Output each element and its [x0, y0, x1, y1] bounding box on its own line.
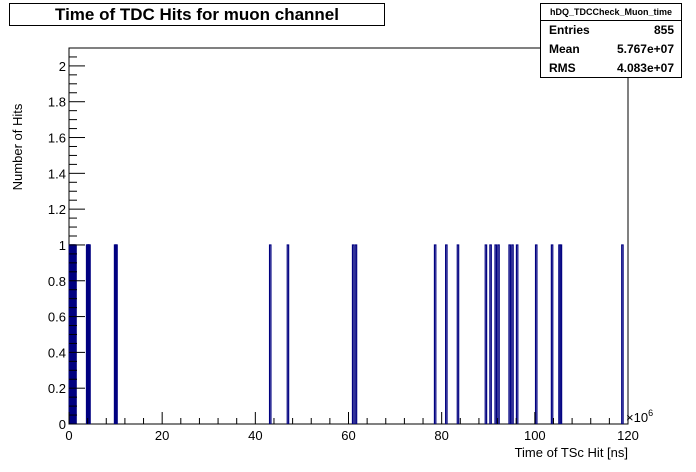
- y-tick-label: 0.2: [48, 381, 66, 396]
- histogram-bar: [433, 244, 437, 424]
- histogram-bar: [511, 244, 514, 424]
- histogram-bar: [88, 244, 91, 424]
- stats-value: 5.767e+07: [616, 42, 674, 56]
- stats-value: 855: [653, 23, 674, 37]
- histogram-bar: [351, 244, 355, 424]
- stats-box: hDQ_TDCCheck_Muon_time Entries 855 Mean …: [540, 3, 682, 78]
- x-tick-label: 40: [248, 428, 262, 443]
- stats-histogram-name: hDQ_TDCCheck_Muon_time: [541, 4, 681, 21]
- y-tick-label: 0.6: [48, 310, 66, 325]
- stats-row-entries: Entries 855: [541, 21, 681, 40]
- x-axis-label: Time of TSc Hit [ns]: [515, 445, 628, 460]
- y-tick-label: 0: [59, 417, 66, 432]
- x-tick-label: 60: [341, 428, 355, 443]
- histogram-bar: [286, 244, 290, 424]
- y-tick-label: 1.4: [48, 166, 66, 181]
- histogram-bar: [494, 244, 498, 424]
- histogram-bar: [456, 244, 460, 424]
- histogram-bar: [268, 244, 272, 424]
- histogram-bar: [559, 244, 563, 424]
- y-tick-label: 0.4: [48, 345, 66, 360]
- stats-label: Entries: [549, 23, 590, 37]
- stats-label: Mean: [549, 42, 580, 56]
- stats-label: RMS: [549, 61, 576, 75]
- x-tick-label: 20: [155, 428, 169, 443]
- y-axis-label: Number of Hits: [10, 103, 25, 190]
- x-tick-label: 100: [524, 428, 546, 443]
- histogram-bar: [515, 244, 519, 424]
- y-tick-label: 2: [59, 59, 66, 74]
- y-tick-label: 1.2: [48, 202, 66, 217]
- stats-row-mean: Mean 5.767e+07: [541, 40, 681, 59]
- histogram-bar: [621, 244, 624, 424]
- histogram-bar: [534, 244, 538, 424]
- histogram-bar: [508, 244, 511, 424]
- histogram-bar: [550, 244, 554, 424]
- x-multiplier: ×106: [626, 408, 653, 425]
- histogram-bars: [68, 244, 624, 424]
- plot-frame: [68, 47, 629, 425]
- x-tick-label: 0: [65, 428, 72, 443]
- histogram-bar: [497, 244, 500, 424]
- stats-value: 4.083e+07: [616, 61, 674, 75]
- histogram-bar: [484, 244, 488, 424]
- y-tick-label: 1.6: [48, 131, 66, 146]
- y-tick-label: 0.8: [48, 274, 66, 289]
- chart-title: Time of TDC Hits for muon channel: [9, 3, 385, 26]
- histogram-bar: [489, 244, 492, 424]
- histogram-bar: [445, 244, 448, 424]
- x-axis-ticks: 0 20 40 60 80 100 120: [65, 412, 639, 443]
- histogram-bar: [115, 244, 118, 424]
- y-tick-label: 1.8: [48, 95, 66, 110]
- y-tick-label: 1: [59, 238, 66, 253]
- y-axis-ticks: 0 0.2 0.4 0.6 0.8 1 1.2 1.4 1.6 1.8 2: [48, 47, 85, 432]
- x-tick-label: 80: [434, 428, 448, 443]
- x-tick-label: 120: [617, 428, 639, 443]
- histogram-bar: [354, 244, 358, 424]
- stats-row-rms: RMS 4.083e+07: [541, 59, 681, 78]
